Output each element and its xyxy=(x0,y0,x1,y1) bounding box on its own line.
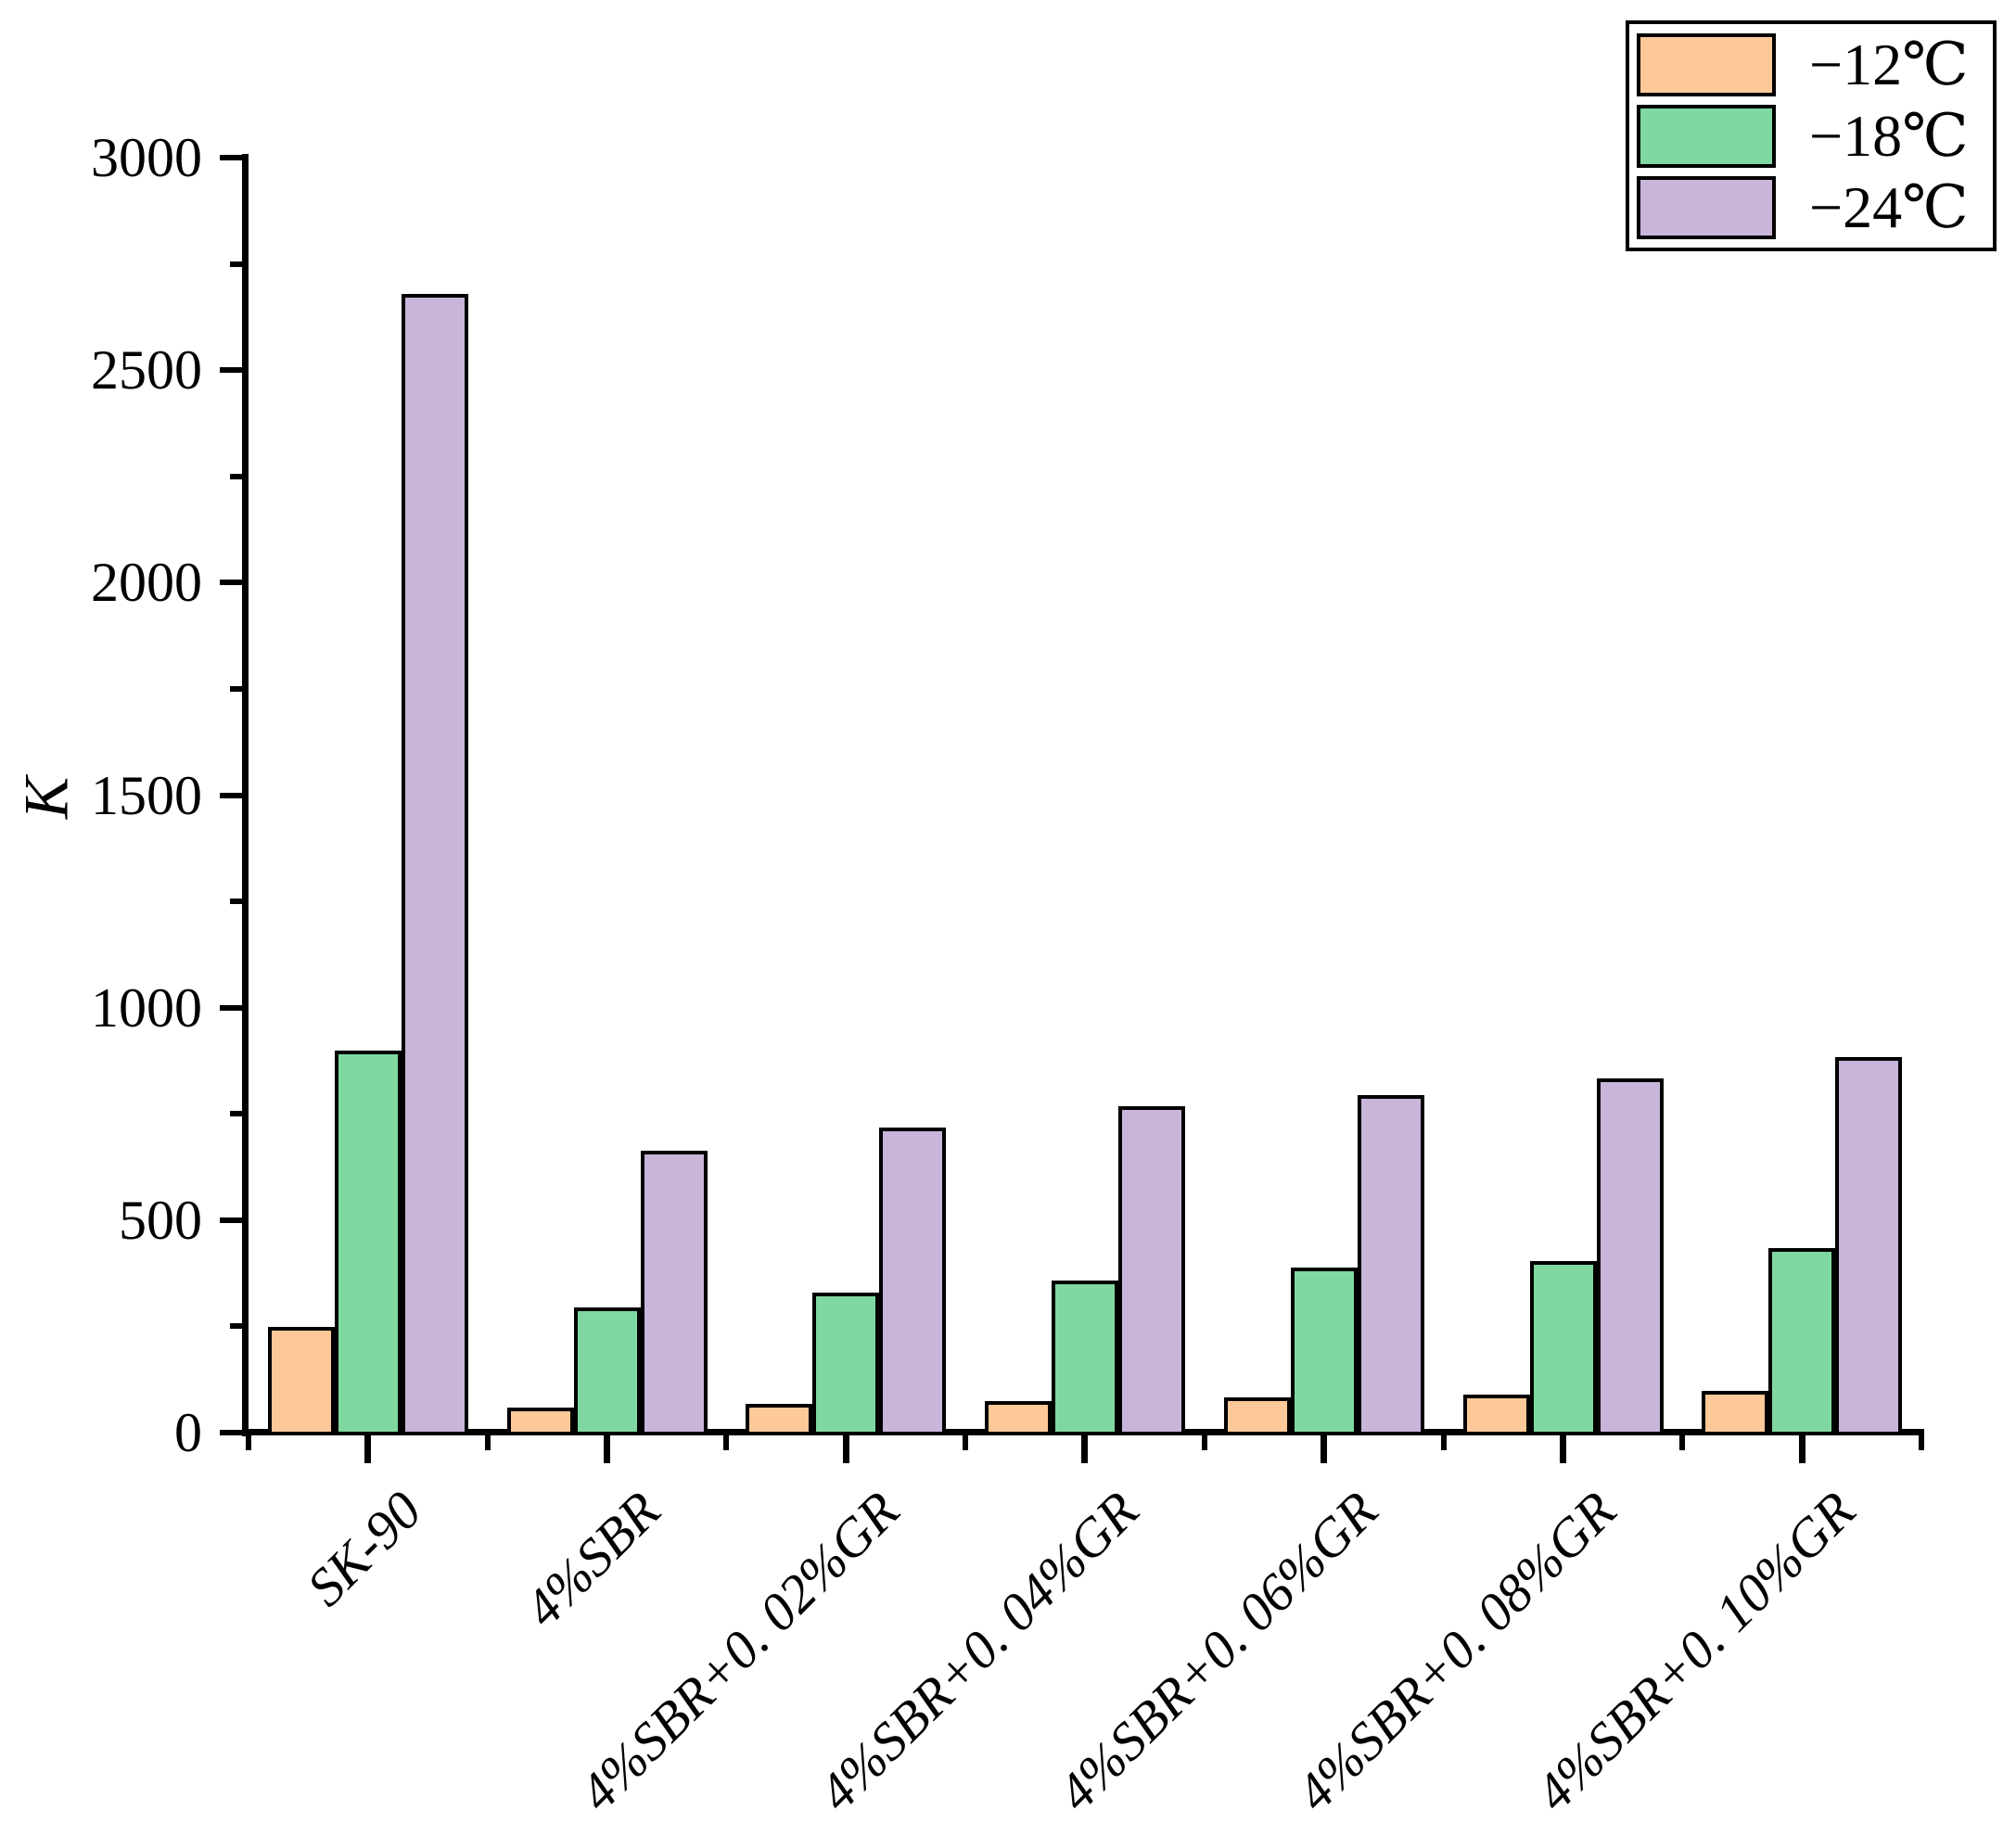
legend-entry: −24℃ xyxy=(1629,176,1993,239)
bar-4%SBR+0. 10%GR-−24℃ xyxy=(1835,1057,1903,1435)
bar-4%SBR+0. 08%GR-−12℃ xyxy=(1462,1395,1530,1435)
legend: −12℃ −18℃ −24℃ xyxy=(1626,20,1997,251)
bar-SK-90-−18℃ xyxy=(335,1051,402,1435)
bar-4%SBR-−24℃ xyxy=(640,1151,708,1435)
x-minor-tick xyxy=(484,1435,491,1450)
x-major-tick xyxy=(364,1435,372,1463)
y-tick-label: 1000 xyxy=(91,976,202,1039)
x-major-tick xyxy=(1321,1435,1328,1463)
bar-4%SBR-−12℃ xyxy=(506,1408,574,1435)
y-tick-label: 2000 xyxy=(91,552,202,614)
x-minor-tick xyxy=(1201,1435,1207,1450)
y-tick-label: 3000 xyxy=(91,127,202,188)
y-minor-tick xyxy=(230,473,242,479)
y-major-tick xyxy=(220,367,242,374)
legend-swatch xyxy=(1637,176,1776,239)
y-minor-tick xyxy=(230,685,242,692)
y-major-tick xyxy=(220,1217,242,1223)
y-major-tick xyxy=(220,792,242,798)
x-minor-tick xyxy=(1679,1435,1686,1450)
y-major-tick xyxy=(220,155,242,160)
bar-SK-90-−12℃ xyxy=(268,1327,335,1435)
x-minor-tick xyxy=(723,1435,730,1450)
bar-4%SBR+0. 08%GR-−24℃ xyxy=(1596,1078,1664,1435)
bar-SK-90-−24℃ xyxy=(402,294,468,1435)
x-major-tick xyxy=(1081,1435,1089,1463)
y-major-tick xyxy=(220,1430,242,1435)
bar-4%SBR+0. 04%GR-−12℃ xyxy=(985,1401,1053,1435)
y-minor-tick xyxy=(230,899,242,905)
legend-entry: −12℃ xyxy=(1629,33,1993,96)
y-tick-label: 500 xyxy=(119,1189,202,1251)
x-major-tick xyxy=(604,1435,611,1463)
y-tick-label: 1500 xyxy=(91,764,202,826)
y-major-tick xyxy=(220,1004,242,1011)
x-tick-label: SK-90 xyxy=(295,1479,433,1618)
legend-swatch xyxy=(1637,33,1776,96)
bar-4%SBR+0. 06%GR-−24℃ xyxy=(1357,1095,1424,1435)
y-minor-tick xyxy=(230,261,242,267)
y-minor-tick xyxy=(230,1323,242,1330)
x-minor-tick xyxy=(246,1435,251,1450)
bar-4%SBR+0. 10%GR-−12℃ xyxy=(1702,1391,1769,1435)
x-tick-label: 4%SBR xyxy=(513,1479,672,1639)
legend-label: −18℃ xyxy=(1809,103,1969,169)
bar-4%SBR+0. 06%GR-−12℃ xyxy=(1223,1397,1291,1435)
x-minor-tick xyxy=(963,1435,969,1450)
bar-4%SBR-−18℃ xyxy=(573,1307,641,1435)
x-major-tick xyxy=(1798,1435,1805,1463)
y-tick-label: 2500 xyxy=(91,339,202,402)
x-minor-tick xyxy=(1440,1435,1447,1450)
y-tick-label: 0 xyxy=(174,1402,202,1463)
bar-4%SBR+0. 06%GR-−18℃ xyxy=(1290,1268,1358,1435)
x-major-tick xyxy=(842,1435,849,1463)
legend-label: −24℃ xyxy=(1809,174,1969,240)
bar-4%SBR+0. 10%GR-−18℃ xyxy=(1768,1248,1836,1435)
y-minor-tick xyxy=(230,1111,242,1117)
y-axis-line xyxy=(242,154,249,1436)
legend-entry: −18℃ xyxy=(1629,105,1993,168)
bar-4%SBR+0. 04%GR-−18℃ xyxy=(1052,1281,1119,1435)
y-major-tick xyxy=(220,580,242,586)
bar-4%SBR+0. 02%GR-−24℃ xyxy=(879,1128,947,1435)
bar-4%SBR+0. 04%GR-−24℃ xyxy=(1118,1106,1186,1435)
bar-chart-figure: K 0 500 1000 1500 2000 2500 3000 SK-90 4%SBR 4%S… xyxy=(11,20,1997,1823)
bar-4%SBR+0. 08%GR-−18℃ xyxy=(1529,1261,1597,1435)
bar-4%SBR+0. 02%GR-−18℃ xyxy=(812,1293,880,1435)
legend-label: −12℃ xyxy=(1809,32,1969,97)
x-minor-tick xyxy=(1918,1435,1924,1450)
legend-swatch xyxy=(1637,105,1776,168)
bar-4%SBR+0. 02%GR-−12℃ xyxy=(746,1404,813,1435)
x-major-tick xyxy=(1559,1435,1566,1463)
